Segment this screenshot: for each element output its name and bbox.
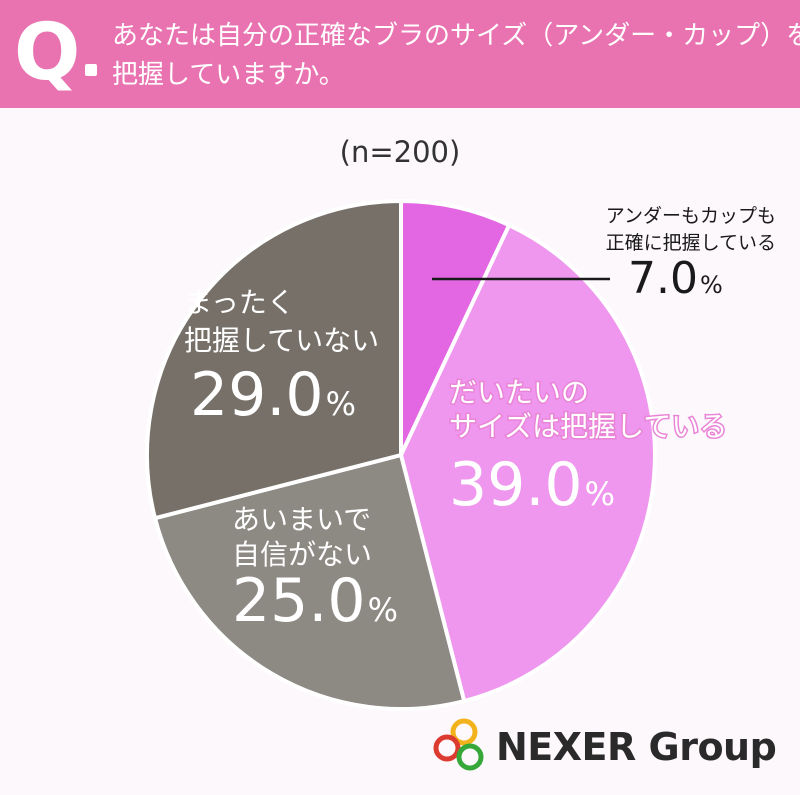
- slice-mostly-label-line-2: サイズは把握している: [449, 410, 727, 443]
- question-text-line-1: あなたは自分の正確なブラのサイズ（アンダー・カップ）を: [112, 21, 800, 51]
- slice-not-label-line-1: まったく: [184, 286, 295, 319]
- slice-unsure-label-line-2: 自信がない: [232, 538, 372, 571]
- question-mark-dot: [85, 64, 97, 76]
- slice-not-label-line-2: 把握していない: [184, 324, 379, 357]
- slice-unsure: [152, 453, 467, 711]
- slice-exact-label-line-1: アンダーもカップも: [606, 205, 776, 227]
- slice-not: [145, 199, 403, 521]
- slice-exact-label-line-2: 正確に把握している: [606, 232, 776, 254]
- question-text-line-2: 把握していますか。: [112, 60, 345, 90]
- question-mark: Q: [14, 8, 81, 98]
- question-header: Q あなたは自分の正確なブラのサイズ（アンダー・カップ）を 把握していますか。: [0, 0, 800, 108]
- slice-exact: [399, 199, 512, 457]
- slice-unsure-value: 25.0%: [232, 566, 398, 636]
- logo-text: NEXER Group: [496, 725, 777, 769]
- slice-mostly-label-line-1: だいたいの: [449, 376, 589, 409]
- slice-unsure-label-line-1: あいまいで: [232, 503, 371, 536]
- slice-mostly: [399, 223, 657, 704]
- slice-not-value: 29.0%: [190, 360, 356, 430]
- slice-mostly-value: 39.0%: [449, 450, 615, 520]
- sample-size: (n=200): [339, 135, 461, 169]
- slice-exact-value: 7.0%: [628, 253, 723, 304]
